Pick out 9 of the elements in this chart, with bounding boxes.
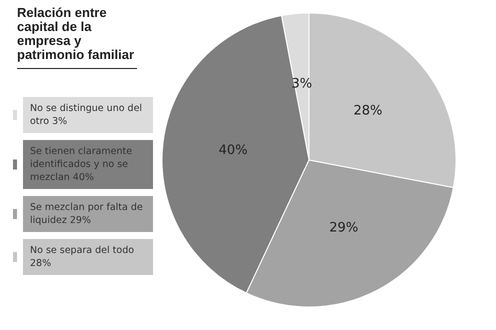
data-label: 29% [329,220,358,236]
legend-label: No se distingue uno del otro 3% [30,103,146,127]
data-label: 3% [291,76,312,92]
legend-label: No se separa del todo 28% [30,245,138,269]
data-label: 40% [218,142,248,158]
text: Relación entre capital de la empresa y patrimonio familiar [17,5,137,69]
legend-label: Se tienen claramente identificados y no se mezclan 40% [30,146,136,183]
data-label: 28% [353,104,382,119]
legend-label: Se mezclan por falta de liquidez 29% [30,202,146,226]
